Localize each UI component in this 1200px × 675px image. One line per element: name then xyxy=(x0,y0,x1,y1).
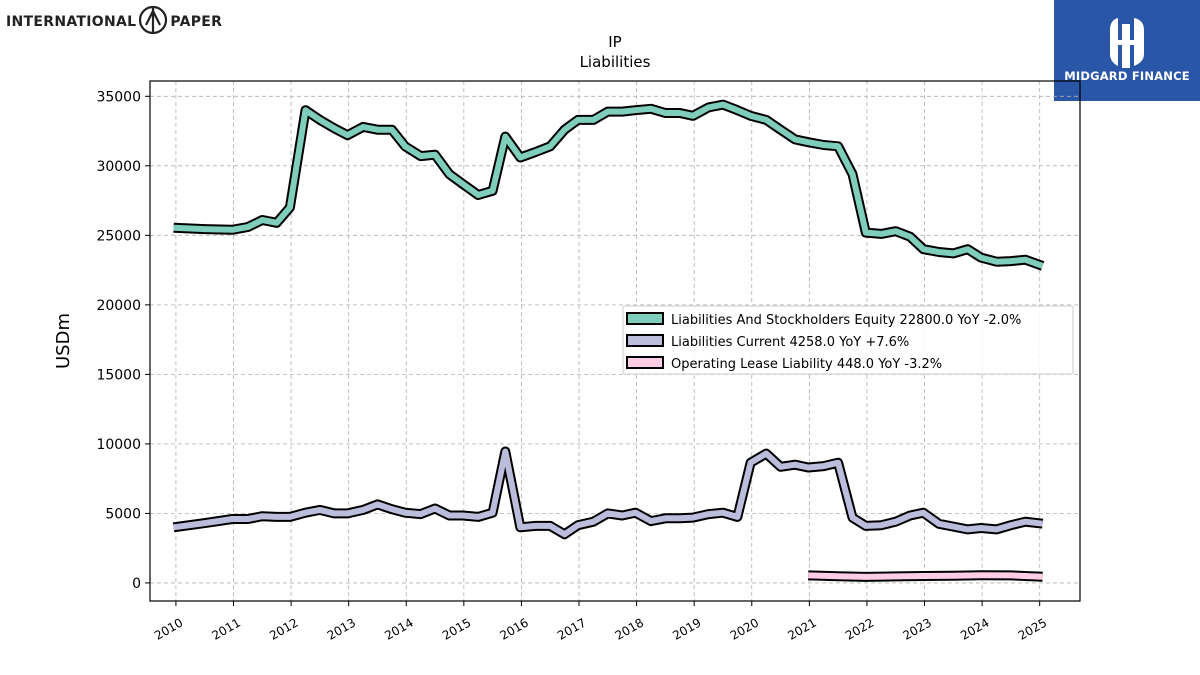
midgard-finance-label: MIDGARD FINANCE xyxy=(1064,69,1190,83)
y-tick-label: 20000 xyxy=(96,298,141,314)
legend-swatch-0 xyxy=(626,312,664,325)
y-tick-label: 25000 xyxy=(96,228,141,244)
legend-swatch-2 xyxy=(626,356,664,369)
x-tick-label: 2018 xyxy=(613,615,646,642)
series-line-2 xyxy=(808,572,1043,580)
y-tick-label: 10000 xyxy=(96,437,141,453)
x-tick-label: 2017 xyxy=(555,615,588,642)
international-paper-logo-icon xyxy=(138,5,168,39)
legend-swatch-1 xyxy=(626,334,664,347)
x-tick-label: 2014 xyxy=(382,615,415,642)
brand-name-right: PAPER xyxy=(170,14,223,30)
y-tick-label: 0 xyxy=(132,576,141,592)
x-tick-label: 2021 xyxy=(785,615,818,642)
x-axis-ticks: 2010 2011 2012 2013 2014 2015 2016 2017 2018 2019… xyxy=(152,601,1049,643)
chart-title: IP xyxy=(608,33,621,51)
x-tick-label: 2022 xyxy=(843,615,876,642)
legend-label-1: Liabilities Current 4258.0 YoY +7.6% xyxy=(671,335,909,350)
legend-label-0: Liabilities And Stockholders Equity 2280… xyxy=(671,313,1021,328)
x-tick-label: 2019 xyxy=(670,615,703,642)
x-tick-label: 2024 xyxy=(958,615,991,642)
midgard-finance-logo-icon xyxy=(1110,18,1144,68)
x-tick-label: 2020 xyxy=(728,615,761,642)
series-line-0 xyxy=(173,101,1044,269)
brand-name-left: INTERNATIONAL xyxy=(6,14,137,30)
legend-box xyxy=(622,305,1074,375)
legend: Liabilities And Stockholders Equity 2280… xyxy=(622,305,1074,375)
midgard-finance-badge: MIDGARD FINANCE xyxy=(1054,0,1200,101)
x-tick-label: 2023 xyxy=(901,615,934,642)
x-tick-label: 2011 xyxy=(210,615,243,642)
y-tick-label: 30000 xyxy=(96,159,141,175)
y-tick-label: 5000 xyxy=(105,506,141,522)
brand-logo: INTERNATIONAL PAPER xyxy=(6,5,222,39)
x-tick-label: 2012 xyxy=(267,615,300,642)
legend-label-2: Operating Lease Liability 448.0 YoY -3.2… xyxy=(671,357,942,372)
y-tick-label: 15000 xyxy=(96,367,141,383)
series-outline-1 xyxy=(172,446,1044,540)
y-axis-label: USDm xyxy=(53,313,74,369)
x-tick-label: 2013 xyxy=(325,615,358,642)
x-tick-label: 2010 xyxy=(152,615,185,642)
y-tick-label: 35000 xyxy=(96,89,141,105)
series-line-1 xyxy=(173,448,1043,538)
x-tick-label: 2015 xyxy=(440,615,473,642)
chart-subtitle: Liabilities xyxy=(580,53,651,71)
x-tick-label: 2016 xyxy=(497,615,530,642)
series-lines xyxy=(172,99,1045,582)
y-axis-ticks: 0 5000 10000 15000 20000 25000 30000 35000 xyxy=(96,89,150,592)
plot-frame xyxy=(149,80,1081,602)
x-tick-label: 2025 xyxy=(1016,615,1049,642)
